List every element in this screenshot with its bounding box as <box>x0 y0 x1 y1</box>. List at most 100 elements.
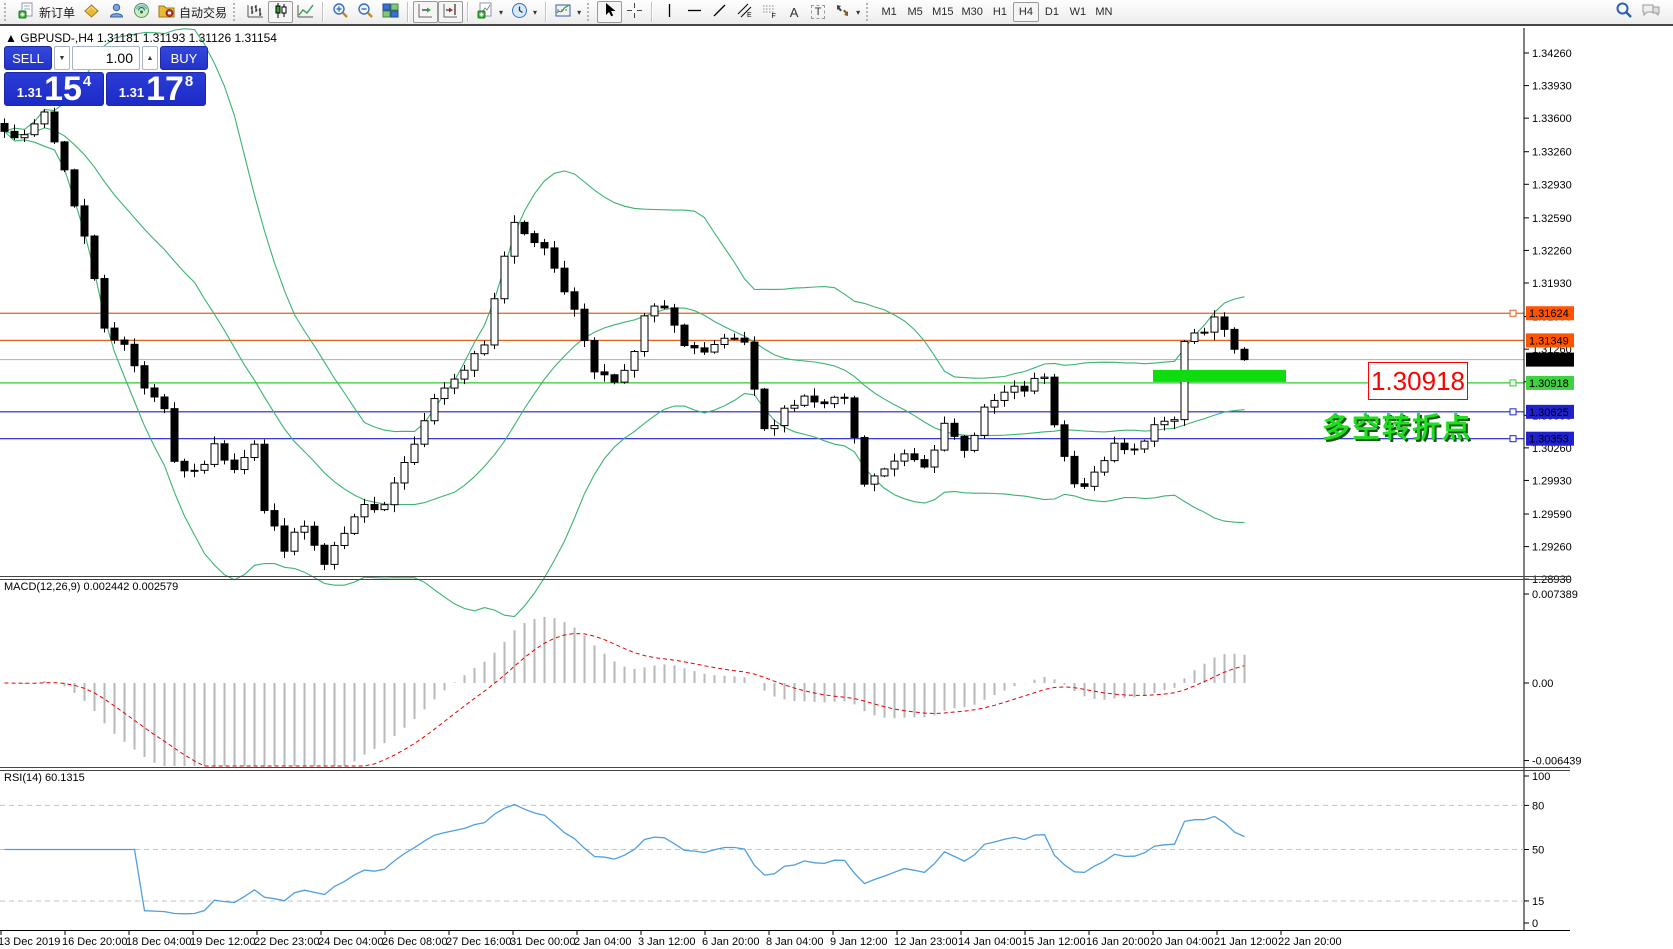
crosshair-icon <box>626 2 643 22</box>
volume-input[interactable] <box>72 46 140 70</box>
timeframe-group: M1 M5 M15 M30 H1 H4 D1 W1 MN <box>876 2 1117 22</box>
svg-text:80: 80 <box>1532 800 1544 812</box>
new-order-button[interactable]: 新订单 <box>14 1 79 23</box>
svg-text:27 Dec 16:00: 27 Dec 16:00 <box>446 936 511 948</box>
volume-decrease-button[interactable]: ▼ <box>54 46 70 70</box>
zoom-in-button[interactable] <box>328 1 353 23</box>
svg-text:19 Dec 12:00: 19 Dec 12:00 <box>190 936 255 948</box>
horizontal-line-icon <box>686 2 703 22</box>
toolbar-separator <box>467 2 470 22</box>
fibonacci-tool-button[interactable]: F <box>757 1 782 23</box>
one-click-trading-panel: SELL ▼ ▲ BUY 1.31 15 4 1.31 17 8 <box>4 46 208 106</box>
timeframe-M1[interactable]: M1 <box>876 2 902 22</box>
tile-windows-icon <box>382 2 399 22</box>
chart-annotation-text[interactable]: 多空转折点 <box>1322 412 1473 443</box>
chat-icon[interactable] <box>1641 1 1661 24</box>
svg-text:1.33600: 1.33600 <box>1532 113 1572 125</box>
toolbar-separator <box>407 2 410 22</box>
chevron-down-icon: ▾ <box>533 7 538 17</box>
search-icon[interactable] <box>1615 1 1633 24</box>
candlestick-mode-button[interactable] <box>268 1 294 23</box>
price-callout-box[interactable]: 1.30918 <box>1368 362 1468 400</box>
sell-price-prefix: 1.31 <box>16 85 43 100</box>
sell-button[interactable]: SELL <box>4 46 52 70</box>
autotrading-button[interactable]: 自动交易 <box>154 1 231 23</box>
timeframe-M15[interactable]: M15 <box>928 2 957 22</box>
chart-canvas[interactable]: 1.34260 1.33930 1.33600 1.33260 1.32930 1.325… <box>0 28 1673 949</box>
profile-icon <box>108 2 125 22</box>
timeframe-H1[interactable]: H1 <box>987 2 1013 22</box>
svg-text:1.31624: 1.31624 <box>1529 308 1569 320</box>
text-label-tool-button[interactable]: T <box>806 1 830 23</box>
community-button[interactable] <box>104 1 129 23</box>
timeframe-H4[interactable]: H4 <box>1012 2 1039 22</box>
ohlc-low: 1.31126 <box>188 31 232 45</box>
buy-price-pip: 8 <box>184 73 194 90</box>
timeframe-D1[interactable]: D1 <box>1039 2 1065 22</box>
line-chart-mode-button[interactable] <box>293 1 318 23</box>
signals-button[interactable] <box>129 1 154 23</box>
text-tool-button[interactable]: A <box>782 1 806 23</box>
equidistant-channel-tool-button[interactable]: E <box>732 1 757 23</box>
collapse-triangle-icon[interactable]: ▲ <box>5 31 17 45</box>
buy-price-box[interactable]: 1.31 17 8 <box>106 72 206 106</box>
svg-text:1.29590: 1.29590 <box>1532 509 1572 521</box>
periods-button[interactable]: ▾ <box>507 1 541 23</box>
caret-down-icon: ▼ <box>58 54 66 62</box>
market-button[interactable] <box>79 1 104 23</box>
svg-text:1.29260: 1.29260 <box>1532 542 1572 554</box>
svg-text:F: F <box>772 13 776 19</box>
new-chart-button[interactable]: ▾ <box>473 1 507 23</box>
volume-increase-button[interactable]: ▲ <box>142 46 158 70</box>
trendline-icon <box>711 2 728 22</box>
timeframe-MN[interactable]: MN <box>1091 2 1117 22</box>
svg-text:1.30260: 1.30260 <box>1532 443 1572 455</box>
timeframe-M30[interactable]: M30 <box>958 2 987 22</box>
chevron-down-icon: ▾ <box>577 7 582 17</box>
buy-price-big: 17 <box>146 70 184 108</box>
bar-chart-mode-button[interactable] <box>243 1 268 23</box>
macd-indicator-label: MACD(12,26,9) 0.002442 0.002579 <box>4 581 179 593</box>
svg-text:22 Jan 20:00: 22 Jan 20:00 <box>1278 936 1342 948</box>
svg-text:20 Jan 04:00: 20 Jan 04:00 <box>1150 936 1214 948</box>
indicators-button[interactable]: ▾ <box>551 1 585 23</box>
vertical-line-tool-button[interactable] <box>657 1 682 23</box>
timeframe-M5[interactable]: M5 <box>902 2 928 22</box>
sell-price-box[interactable]: 1.31 15 4 <box>4 72 104 106</box>
cursor-tool-button[interactable] <box>597 1 623 23</box>
timeframe-W1[interactable]: W1 <box>1065 2 1091 22</box>
auto-scroll-button[interactable] <box>413 1 439 23</box>
svg-text:0.00: 0.00 <box>1532 678 1553 690</box>
trendline-tool-button[interactable] <box>707 1 732 23</box>
sell-price-pip: 4 <box>82 73 92 90</box>
svg-text:31 Dec 00:00: 31 Dec 00:00 <box>510 936 575 948</box>
svg-text:18 Dec 04:00: 18 Dec 04:00 <box>126 936 191 948</box>
svg-text:13 Dec 2019: 13 Dec 2019 <box>0 936 60 948</box>
auto-scroll-icon <box>417 2 434 22</box>
tile-windows-button[interactable] <box>378 1 403 23</box>
autotrading-label: 自动交易 <box>179 5 228 20</box>
chart-shift-button[interactable] <box>438 1 464 23</box>
svg-text:E: E <box>747 12 752 19</box>
svg-text:1.32260: 1.32260 <box>1532 245 1572 257</box>
svg-text:8 Jan 04:00: 8 Jan 04:00 <box>766 936 824 948</box>
toolbar-separator <box>322 2 325 22</box>
sell-price-big: 15 <box>44 70 82 108</box>
svg-text:1.32590: 1.32590 <box>1532 213 1572 225</box>
buy-button[interactable]: BUY <box>160 46 208 70</box>
svg-text:50: 50 <box>1532 845 1544 857</box>
text-label-icon: T <box>810 5 826 19</box>
zoom-out-button[interactable] <box>353 1 378 23</box>
arrows-tool-button[interactable]: ▾ <box>830 1 864 23</box>
svg-text:9 Jan 12:00: 9 Jan 12:00 <box>830 936 888 948</box>
caret-up-icon: ▲ <box>146 54 154 62</box>
toolbar-grip <box>233 3 239 21</box>
horizontal-line-tool-button[interactable] <box>682 1 707 23</box>
svg-text:16 Dec 20:00: 16 Dec 20:00 <box>62 936 127 948</box>
vertical-line-icon <box>661 2 678 22</box>
svg-text:12 Jan 23:00: 12 Jan 23:00 <box>894 936 958 948</box>
chevron-down-icon: ▾ <box>856 7 861 17</box>
svg-text:1.32930: 1.32930 <box>1532 179 1572 191</box>
crosshair-tool-button[interactable] <box>622 1 647 23</box>
